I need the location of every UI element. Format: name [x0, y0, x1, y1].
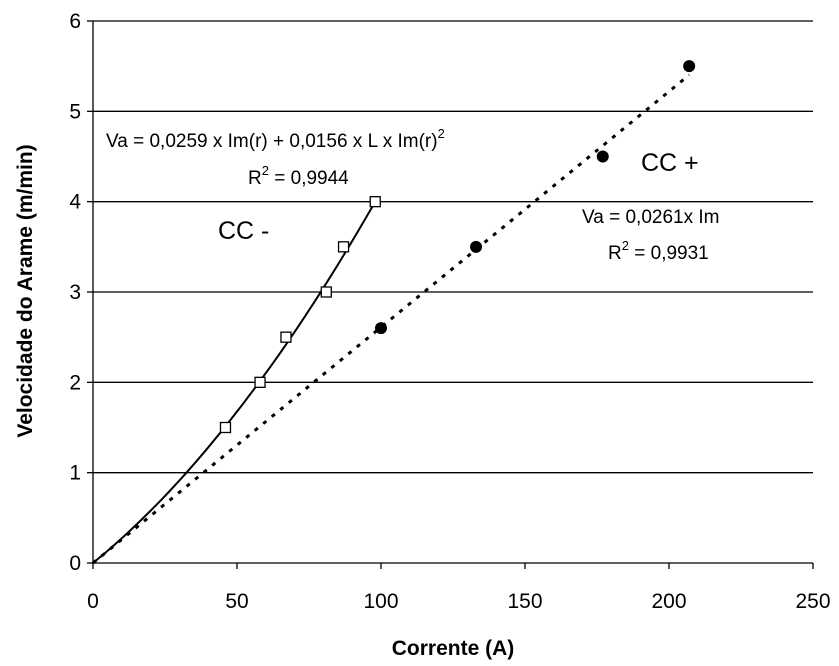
marker-cc-plus-2 — [596, 150, 609, 163]
marker-cc-minus-5 — [369, 196, 381, 208]
trendline-cc-minus — [92, 201, 377, 564]
r2-cc-minus-label: R — [248, 168, 262, 189]
equation-cc-minus-text: Va = 0,0259 x Im(r) + 0,0156 x L x Im(r) — [106, 131, 438, 152]
marker-cc-minus-2 — [280, 331, 292, 343]
series-label-cc-plus: CC + — [641, 149, 699, 177]
marker-cc-minus-4 — [337, 241, 350, 253]
y-tick-label-1: 1 — [69, 462, 81, 485]
y-tick-label-3: 3 — [69, 281, 81, 304]
trendlines — [92, 73, 691, 565]
x-tick-label-2: 100 — [363, 590, 398, 613]
y-tick-label-6: 6 — [69, 10, 81, 33]
r2-cc-plus-exponent: 2 — [622, 238, 629, 253]
r2-cc-plus: R2 = 0,9931 — [608, 238, 709, 264]
x-tick-label-0: 0 — [87, 590, 99, 613]
y-tick-label-4: 4 — [69, 191, 81, 214]
r2-cc-minus-value: = 0,9944 — [269, 168, 349, 189]
equation-cc-minus: Va = 0,0259 x Im(r) + 0,0156 x L x Im(r)… — [106, 126, 445, 152]
markers — [219, 60, 696, 434]
series-label-cc-minus: CC - — [218, 217, 269, 245]
x-tick-label-5: 250 — [795, 590, 830, 613]
equation-cc-plus-text: Va = 0,0261x Im — [582, 207, 719, 228]
marker-cc-plus-3 — [683, 60, 696, 73]
trendline-cc-plus — [92, 73, 691, 565]
marker-cc-plus-0 — [375, 322, 387, 335]
x-axis-title: Corrente (A) — [392, 637, 515, 660]
r2-cc-plus-label: R — [608, 243, 622, 264]
y-tick-label-0: 0 — [69, 552, 81, 575]
marker-cc-minus-0 — [219, 421, 232, 434]
x-tick-label-4: 200 — [651, 590, 686, 613]
equation-cc-plus: Va = 0,0261x Im — [582, 207, 719, 228]
axes: 0 1 2 3 4 5 6 0 50 100 150 200 250 — [69, 10, 830, 613]
x-tick-label-3: 150 — [507, 590, 542, 613]
r2-cc-plus-value: = 0,9931 — [629, 243, 709, 264]
marker-cc-plus-1 — [470, 240, 483, 253]
r2-cc-minus-exponent: 2 — [262, 163, 269, 178]
y-axis-title: Velocidade do Arame (m/min) — [14, 144, 37, 437]
equation-cc-minus-exponent: 2 — [438, 126, 445, 141]
y-tick-label-2: 2 — [69, 371, 81, 394]
marker-cc-minus-3 — [320, 286, 332, 298]
r2-cc-minus: R2 = 0,9944 — [248, 163, 349, 189]
y-tick-label-5: 5 — [69, 100, 81, 123]
grid — [93, 20, 813, 474]
x-tick-label-1: 50 — [225, 590, 248, 613]
marker-cc-minus-1 — [254, 376, 266, 388]
